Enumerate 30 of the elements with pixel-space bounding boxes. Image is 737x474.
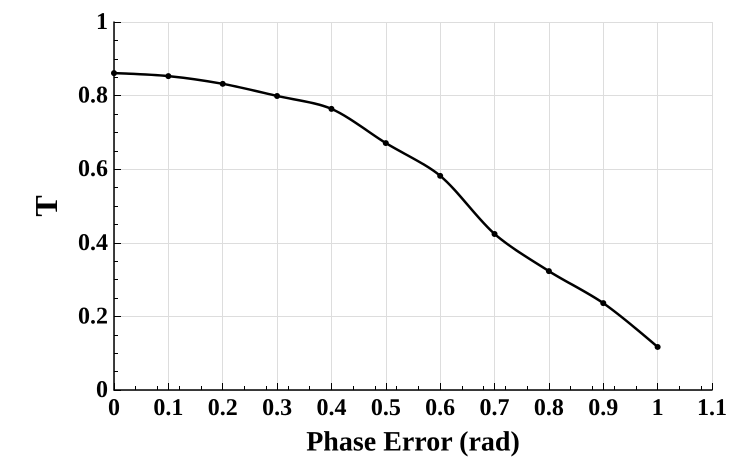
point xyxy=(328,106,334,112)
x-tick-label: 0.3 xyxy=(262,395,292,421)
point xyxy=(546,268,552,274)
y-tick-label: 0.4 xyxy=(78,230,108,256)
point xyxy=(165,73,172,80)
x-tick-label: 0.8 xyxy=(534,395,564,421)
x-tick-label: 0.6 xyxy=(425,395,456,421)
point xyxy=(492,230,498,237)
y-tick-label: 0.6 xyxy=(78,156,108,182)
y-tick-label: 0.2 xyxy=(78,303,108,330)
point xyxy=(654,344,661,350)
x-tick-label: 1.1 xyxy=(697,395,727,421)
point xyxy=(600,300,606,306)
point xyxy=(111,70,117,76)
x-tick-label: 0.1 xyxy=(153,395,184,421)
point xyxy=(437,172,444,179)
y-tick-label: 0 xyxy=(96,377,108,403)
x-tick-label: 0.7 xyxy=(480,395,510,421)
point xyxy=(220,80,226,87)
point xyxy=(274,92,280,99)
y-tick-label: 0.8 xyxy=(78,82,108,109)
x-tick-label: 1 xyxy=(652,395,664,421)
x-tick-label: 0.4 xyxy=(316,395,346,421)
point xyxy=(382,140,389,146)
y-axis-title: T xyxy=(28,195,64,217)
x-tick-label: 0.5 xyxy=(370,395,401,421)
x-tick-label: 0.2 xyxy=(208,395,238,421)
x-tick-label: 0.9 xyxy=(588,395,618,421)
y-tick-label: 1 xyxy=(96,9,108,35)
x-axis-title: Phase Error (rad) xyxy=(306,426,520,458)
